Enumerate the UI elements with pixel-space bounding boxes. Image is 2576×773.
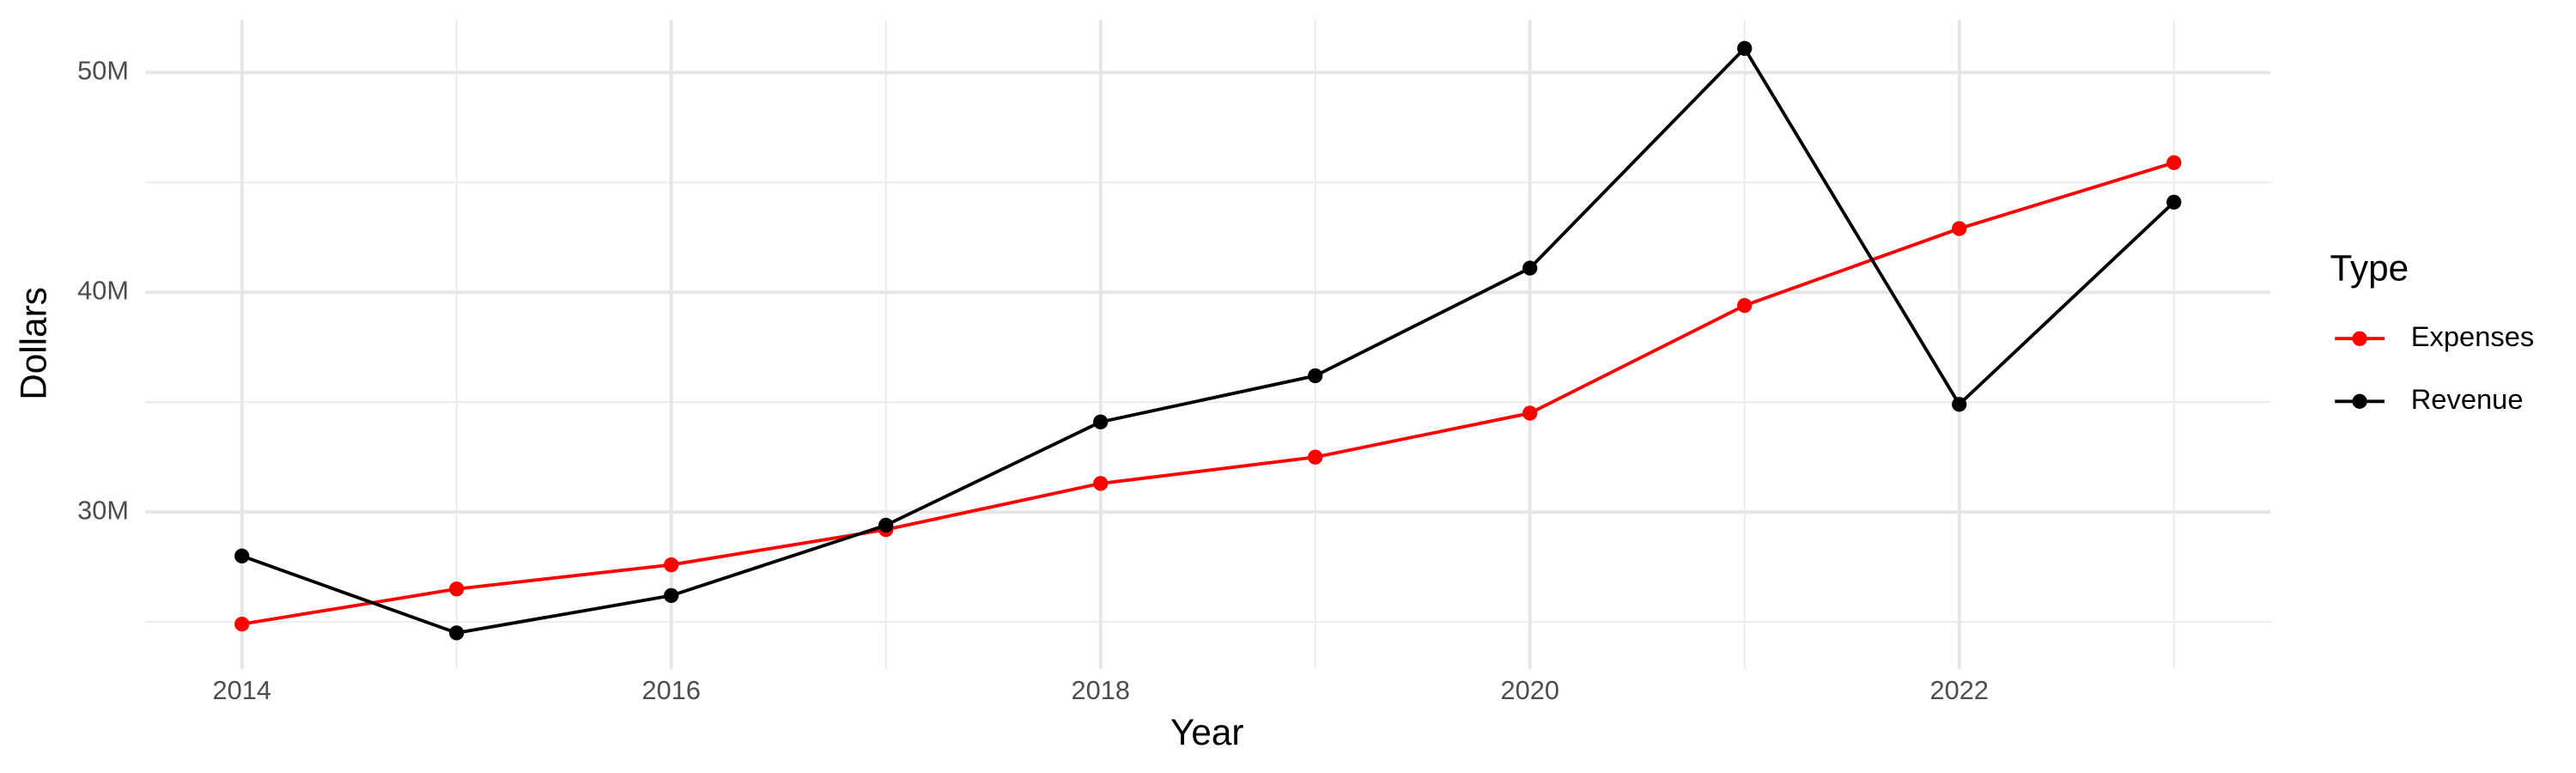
data-point: [1952, 397, 1967, 412]
x-tick-label: 2018: [1072, 675, 1130, 705]
data-point: [2166, 155, 2182, 171]
y-tick-label: 30M: [77, 495, 129, 525]
y-tick-label: 40M: [77, 275, 129, 305]
data-point: [1737, 40, 1753, 56]
legend-marker: [2352, 331, 2367, 346]
data-point: [1093, 476, 1109, 491]
x-axis-label: Year: [1170, 712, 1243, 752]
data-point: [1308, 449, 1323, 465]
series-line: [241, 46, 2176, 635]
data-point: [449, 625, 465, 641]
data-point: [1522, 260, 1538, 276]
data-point: [2166, 194, 2182, 210]
x-tick-label: 2016: [642, 675, 701, 705]
data-point: [1093, 414, 1109, 429]
y-axis-label: Dollars: [13, 287, 53, 400]
legend-label: Expenses: [2411, 320, 2535, 352]
data-point: [664, 557, 679, 573]
data-point: [878, 517, 894, 533]
data-point: [1308, 368, 1323, 384]
data-point: [449, 581, 465, 597]
data-point: [664, 587, 679, 604]
legend-title: Type: [2330, 248, 2409, 289]
data-point: [1952, 221, 1967, 236]
x-tick-label: 2022: [1930, 675, 1989, 705]
y-tick-label: 50M: [77, 56, 129, 86]
series-line: [241, 161, 2175, 626]
data-point: [1737, 298, 1753, 313]
data-point: [234, 616, 250, 632]
x-tick-label: 2020: [1501, 675, 1559, 705]
legend-marker: [2352, 393, 2367, 409]
legend-label: Revenue: [2411, 383, 2524, 415]
data-point: [1522, 405, 1538, 421]
x-tick-label: 2014: [213, 675, 271, 705]
data-point: [234, 548, 250, 563]
